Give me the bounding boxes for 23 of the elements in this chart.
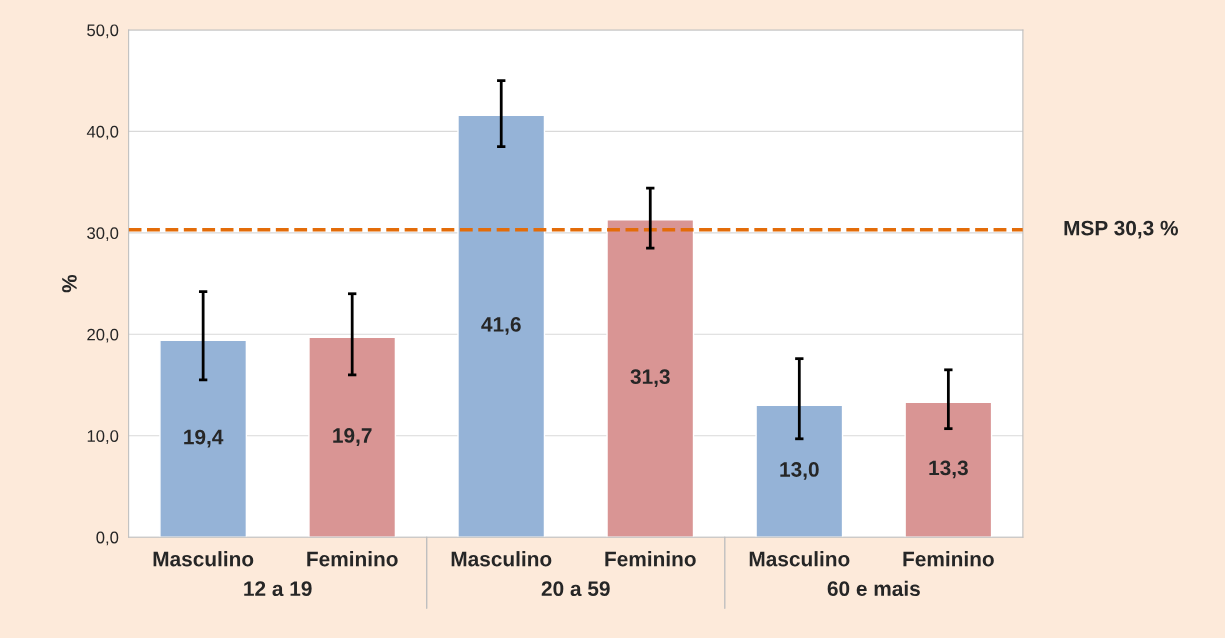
y-tick-label: 20,0	[87, 328, 119, 343]
x-tick-label: Masculino	[451, 551, 552, 567]
data-label: 19,4	[184, 429, 224, 448]
data-label: 13,3	[929, 460, 968, 479]
data-label: 19,7	[333, 428, 372, 446]
y-tick-label: 0,0	[96, 531, 119, 546]
x-tick-label: Masculino	[749, 551, 850, 567]
y-tick-label: 40,0	[86, 125, 119, 140]
x-tick-label: Feminino	[605, 551, 696, 567]
y-tick-label: 50,0	[87, 24, 119, 39]
x-tick-label: Feminino	[903, 551, 994, 567]
data-label: 41,6	[481, 317, 521, 335]
text: 12 a 19	[244, 581, 312, 597]
ref-line-label: MSP 30,3 %	[1064, 220, 1178, 239]
data-label: 31,3	[630, 369, 670, 388]
y-tick-label: 10,0	[87, 430, 119, 444]
x-tick-label: Feminino	[307, 551, 398, 567]
y-tick-label: 30,0	[87, 227, 119, 242]
text: 20 a 59	[541, 581, 610, 597]
text: 60 e mais	[827, 580, 920, 597]
y-axis-title: %	[62, 274, 77, 293]
data-label: 13,0	[780, 462, 819, 480]
x-tick-label: Masculino	[153, 551, 254, 567]
